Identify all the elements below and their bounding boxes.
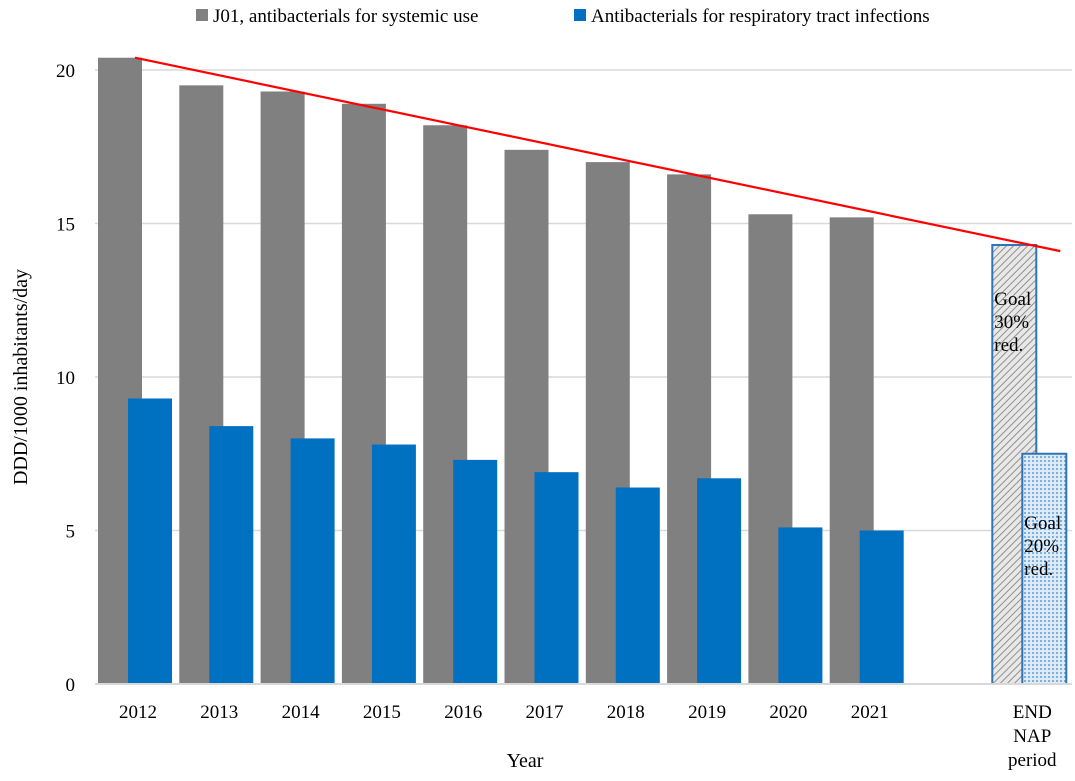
x-tick-label-line: 2016	[444, 702, 482, 723]
y-tick-label: 15	[56, 215, 75, 236]
x-axis-title: Year	[507, 750, 544, 772]
trendline	[134, 56, 1061, 253]
legend-swatch	[196, 9, 208, 21]
y-tick-label: 0	[66, 675, 76, 696]
goal-annotation-line: 30%	[994, 312, 1029, 333]
goal-annotation-line: Goal	[1024, 513, 1061, 534]
goal-bar	[1021, 452, 1068, 685]
legend-label: Antibacterials for respiratory tract inf…	[591, 6, 930, 27]
goal-annotation-line: Goal	[994, 289, 1031, 310]
y-axis-title: DDD/1000 inhabitants/day	[10, 269, 32, 485]
x-tick-label: 2018	[607, 702, 645, 723]
bar	[371, 444, 416, 684]
x-tick-label: 2017	[526, 702, 564, 723]
x-tick-label-line: 2012	[119, 702, 157, 723]
goal-annotation-line: red.	[1024, 559, 1053, 580]
x-tick-label-line: END	[1013, 702, 1052, 723]
x-tick-label: 2021	[851, 702, 889, 723]
goal-annotation-line: 20%	[1024, 536, 1059, 557]
legend-label: J01, antibacterials for systemic use	[213, 6, 478, 27]
x-tick-label-line: NAP	[1013, 726, 1051, 747]
bar	[859, 530, 904, 684]
legend-swatch	[574, 9, 586, 21]
x-tick-label-line: period	[1008, 750, 1057, 771]
goal-annotation-line: red.	[994, 335, 1023, 356]
x-tick-label-line: 2019	[688, 702, 726, 723]
x-tick-label-line: 2013	[200, 702, 238, 723]
bar	[615, 487, 660, 684]
x-tick-label-line: 2018	[607, 702, 645, 723]
x-tick-label-line: 2021	[851, 702, 889, 723]
x-tick-label-line: 2014	[282, 702, 321, 723]
bar	[534, 472, 579, 684]
x-tick-label-line: 2017	[526, 702, 564, 723]
bar	[290, 438, 335, 684]
y-tick-label: 20	[56, 61, 75, 82]
x-tick-label: END NAP period	[1008, 702, 1057, 771]
y-tick-label: 10	[56, 368, 75, 389]
x-tick-label-line: 2020	[769, 702, 807, 723]
x-tick-label: 2019	[688, 702, 726, 723]
x-tick-label: 2012	[119, 702, 157, 723]
x-tick-label-line: 2015	[363, 702, 401, 723]
bar	[128, 398, 172, 684]
x-tick-label: 2014	[282, 702, 321, 723]
goal-annotation: Goal 30% red.	[994, 289, 1031, 356]
bar	[778, 527, 823, 684]
goal-annotation: Goal 20% red.	[1024, 513, 1061, 580]
x-tick-label: 2016	[444, 702, 482, 723]
y-tick-label: 5	[66, 522, 76, 543]
x-tick-label: 2013	[200, 702, 238, 723]
bar	[453, 459, 498, 684]
x-tick-label: 2020	[769, 702, 807, 723]
bar	[209, 426, 254, 684]
bar	[697, 478, 742, 684]
x-tick-label: 2015	[363, 702, 401, 723]
